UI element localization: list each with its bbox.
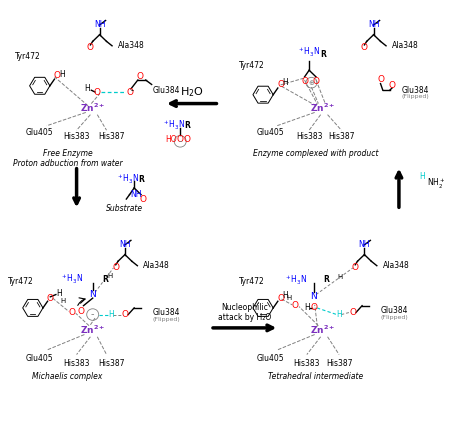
Text: NH: NH xyxy=(368,21,379,30)
Text: His387: His387 xyxy=(328,132,355,141)
Text: R: R xyxy=(138,175,144,184)
Text: ⊕: ⊕ xyxy=(309,80,314,86)
Text: H: H xyxy=(419,173,425,181)
Text: O: O xyxy=(126,88,133,97)
Text: O: O xyxy=(310,304,317,312)
Text: O: O xyxy=(121,310,128,319)
Text: O: O xyxy=(389,81,395,90)
Text: O: O xyxy=(352,262,359,271)
Text: Glu384: Glu384 xyxy=(401,86,429,95)
Text: Glu384: Glu384 xyxy=(153,86,180,95)
Text: Substrate: Substrate xyxy=(106,204,144,213)
Text: Glu405: Glu405 xyxy=(256,354,284,363)
Text: H: H xyxy=(56,289,62,298)
Text: Glu405: Glu405 xyxy=(256,128,284,137)
Text: O: O xyxy=(87,42,94,52)
Text: N: N xyxy=(89,290,96,299)
Text: H: H xyxy=(282,78,288,87)
Text: O: O xyxy=(301,77,308,86)
Text: O: O xyxy=(140,194,147,203)
Text: $\mathregular{^+H_3N}$: $\mathregular{^+H_3N}$ xyxy=(283,273,307,287)
Text: -: - xyxy=(130,86,133,95)
Text: O: O xyxy=(68,308,75,317)
Text: R: R xyxy=(320,50,326,59)
Text: (Flipped): (Flipped) xyxy=(401,94,429,99)
Text: H: H xyxy=(107,273,113,279)
Text: Tyr472: Tyr472 xyxy=(9,277,34,286)
Text: $\mathregular{Zn^{2+}}$: $\mathregular{Zn^{2+}}$ xyxy=(80,102,105,114)
Text: Tyr472: Tyr472 xyxy=(239,277,264,286)
Text: O: O xyxy=(54,71,61,80)
Text: Glu384: Glu384 xyxy=(153,308,180,317)
Text: Ala348: Ala348 xyxy=(143,261,170,270)
Text: O: O xyxy=(292,301,299,310)
Text: HO: HO xyxy=(165,135,177,143)
Text: R: R xyxy=(102,274,108,283)
Text: N: N xyxy=(310,292,317,301)
Text: O: O xyxy=(136,72,143,81)
Text: $\mathregular{^+H_3N}$: $\mathregular{^+H_3N}$ xyxy=(116,173,139,186)
Text: Nucleophilic
attack by H₂O: Nucleophilic attack by H₂O xyxy=(218,303,271,322)
Text: Glu405: Glu405 xyxy=(26,128,54,137)
Text: Glu405: Glu405 xyxy=(26,354,54,363)
Text: H: H xyxy=(108,310,114,319)
Text: Michaelis complex: Michaelis complex xyxy=(32,372,102,381)
Text: Tyr472: Tyr472 xyxy=(239,61,264,70)
Text: His387: His387 xyxy=(98,359,124,368)
Text: R: R xyxy=(323,275,329,284)
Text: O: O xyxy=(277,294,284,303)
Text: H: H xyxy=(59,70,65,79)
Text: Tyr472: Tyr472 xyxy=(15,52,41,61)
Text: O: O xyxy=(94,88,101,97)
Text: H: H xyxy=(304,304,310,312)
Text: Enzyme complexed with product: Enzyme complexed with product xyxy=(253,149,379,158)
Text: H: H xyxy=(336,310,342,319)
Text: (Flipped): (Flipped) xyxy=(153,317,180,322)
Text: NH: NH xyxy=(119,240,131,249)
Text: H: H xyxy=(61,298,66,304)
Text: O: O xyxy=(361,42,368,52)
Text: O: O xyxy=(349,308,356,317)
Text: $\mathregular{Zn^{2+}}$: $\mathregular{Zn^{2+}}$ xyxy=(310,324,336,336)
Text: O: O xyxy=(78,307,85,316)
Text: O: O xyxy=(47,294,54,303)
Text: His383: His383 xyxy=(64,132,90,141)
Text: $\mathregular{NH_2^+}$: $\mathregular{NH_2^+}$ xyxy=(427,177,445,190)
Text: $\mathregular{Zn^{2+}}$: $\mathregular{Zn^{2+}}$ xyxy=(310,102,336,114)
Text: $\mathregular{^+H_3N}$: $\mathregular{^+H_3N}$ xyxy=(60,272,83,286)
Text: His387: His387 xyxy=(326,359,352,368)
Text: (Flipped): (Flipped) xyxy=(381,315,408,320)
Text: O: O xyxy=(112,262,119,271)
Text: O: O xyxy=(312,77,319,86)
Text: H: H xyxy=(282,291,288,300)
Text: $\mathregular{H_2O}$: $\mathregular{H_2O}$ xyxy=(180,85,204,99)
Text: $\mathregular{^+H_3N}$: $\mathregular{^+H_3N}$ xyxy=(298,46,321,59)
Text: His383: His383 xyxy=(296,132,322,141)
Text: O: O xyxy=(377,75,384,84)
Text: O: O xyxy=(277,80,284,89)
Text: Glu384: Glu384 xyxy=(381,306,408,315)
Text: H: H xyxy=(84,84,90,93)
Text: His387: His387 xyxy=(98,132,124,141)
Text: H: H xyxy=(287,295,292,301)
Text: $\mathregular{Zn^{2+}}$: $\mathregular{Zn^{2+}}$ xyxy=(80,324,105,336)
Text: Ala348: Ala348 xyxy=(383,261,410,270)
Text: R: R xyxy=(184,121,190,130)
Text: His383: His383 xyxy=(293,359,320,368)
Text: Ala348: Ala348 xyxy=(118,41,145,51)
Text: H: H xyxy=(337,274,343,280)
Text: -: - xyxy=(178,136,182,146)
Text: O: O xyxy=(177,135,184,143)
Text: Ala348: Ala348 xyxy=(392,41,419,51)
Text: O: O xyxy=(183,135,191,143)
Text: NH: NH xyxy=(94,21,105,30)
Text: NH: NH xyxy=(131,190,142,199)
Text: $\mathregular{^+H_3N}$: $\mathregular{^+H_3N}$ xyxy=(162,119,185,132)
Text: NH: NH xyxy=(359,240,370,249)
Text: Tetrahedral intermediate: Tetrahedral intermediate xyxy=(268,372,364,381)
Text: -: - xyxy=(91,310,94,320)
Text: Free Enzyme
Proton adbuction from water: Free Enzyme Proton adbuction from water xyxy=(13,149,122,168)
Text: His383: His383 xyxy=(64,359,90,368)
